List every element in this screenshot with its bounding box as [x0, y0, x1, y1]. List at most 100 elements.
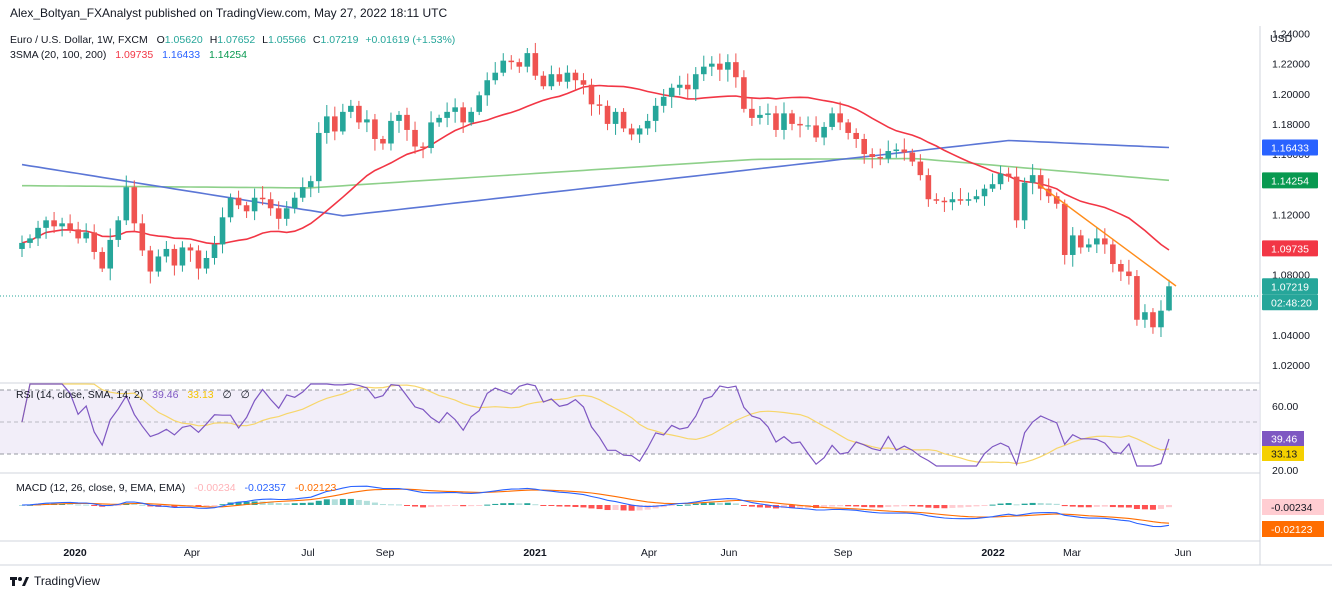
macd-bar	[379, 504, 386, 506]
candle-body	[299, 187, 306, 198]
macd-bar	[861, 505, 868, 508]
candle-body	[1142, 312, 1148, 320]
sma200-line	[22, 157, 1170, 189]
macd-bar	[644, 505, 651, 510]
price-tag: 1.16433	[1262, 139, 1318, 156]
macd-bar	[989, 504, 996, 506]
macd-bar	[1045, 503, 1052, 505]
candle-body	[187, 247, 194, 251]
macd-bar	[243, 501, 250, 505]
macd-bar	[1109, 505, 1116, 508]
macd-bar	[564, 505, 571, 507]
candle-body	[741, 77, 747, 109]
candle-body	[845, 122, 851, 133]
price-tick: 1.12000	[1272, 209, 1310, 221]
macd-bar	[853, 505, 860, 507]
candle-body	[51, 220, 57, 227]
macd-bar	[620, 505, 627, 511]
svg-text:1.14254: 1.14254	[1271, 175, 1309, 187]
candle-body	[59, 223, 65, 227]
macd-bar	[949, 505, 956, 508]
candle-body	[211, 244, 218, 258]
macd-bar	[476, 505, 483, 506]
time-tick: 2021	[523, 547, 547, 559]
sma100-value: 1.16433	[162, 49, 200, 61]
macd-bar	[444, 505, 451, 507]
macd-bar	[395, 504, 402, 506]
currency-label: USD	[1270, 33, 1293, 45]
time-tick: 2020	[63, 547, 87, 559]
macd-bar	[508, 503, 515, 505]
candle-body	[572, 72, 579, 81]
macd-line-value: -0.02357	[245, 482, 287, 494]
macd-bar	[436, 505, 443, 507]
candle-body	[652, 105, 659, 121]
candle-body	[203, 257, 210, 269]
macd-bar	[1021, 503, 1028, 505]
candle-body	[556, 74, 563, 82]
candle-body	[444, 111, 450, 118]
candle-body	[171, 248, 178, 266]
candle-body	[508, 60, 515, 63]
candle-body	[636, 128, 643, 135]
candle-body	[797, 123, 803, 126]
candle-body	[1110, 244, 1116, 265]
macd-bar	[548, 505, 555, 506]
macd-bar	[452, 505, 459, 506]
price-tick: 1.02000	[1272, 360, 1310, 372]
macd-bar	[885, 505, 892, 508]
candle-body	[468, 111, 474, 123]
candle-body	[1077, 235, 1084, 248]
candle-body	[596, 104, 603, 106]
macd-bar	[893, 505, 900, 507]
sma200-value: 1.14254	[209, 49, 247, 61]
candle-body	[291, 197, 298, 209]
macd-bar	[1117, 505, 1124, 508]
candle-body	[1013, 176, 1020, 221]
candle-body	[348, 105, 354, 112]
candle-body	[829, 113, 835, 127]
candle-body	[412, 129, 418, 147]
candle-body	[404, 114, 410, 130]
candle-body	[43, 220, 49, 228]
macd-bar	[580, 505, 587, 508]
candle-body	[275, 208, 282, 219]
candle-body	[484, 80, 491, 96]
macd-bar	[131, 503, 138, 505]
candle-body	[925, 175, 932, 200]
candle-body	[1094, 238, 1100, 245]
macd-bar	[67, 503, 74, 505]
candle-body	[757, 114, 763, 118]
macd-tags: -0.00234 -0.02123	[1262, 499, 1324, 537]
macd-bar	[1157, 505, 1164, 509]
macd-bar	[347, 498, 354, 505]
candle-body	[692, 74, 699, 90]
macd-bar	[829, 505, 836, 507]
macd-legend-label: MACD (12, 26, close, 9, EMA, EMA)	[16, 482, 185, 494]
macd-bar	[1029, 502, 1036, 505]
candle-body	[179, 247, 186, 266]
candle-body	[1118, 264, 1124, 272]
price-tick: 1.20000	[1272, 89, 1310, 101]
macd-bar	[965, 505, 972, 508]
candle-body	[668, 87, 675, 97]
rsi-axis: 60.00 20.00 39.46 33.13	[1262, 401, 1304, 477]
price-axis: 1.240001.220001.200001.180001.160001.140…	[1272, 29, 1310, 372]
candle-body	[323, 116, 330, 133]
footer[interactable]: TradingView	[10, 574, 100, 588]
rsi-tag: 39.46	[1262, 431, 1304, 446]
candle-body	[965, 199, 972, 201]
sma100-line	[21, 139, 1170, 217]
macd-bar	[1085, 505, 1092, 508]
macd-bar	[412, 505, 419, 507]
candle-body	[83, 232, 89, 239]
rsi-ma-value: 33.13	[187, 389, 213, 401]
macd-bar	[1141, 505, 1148, 510]
macd-bar	[1101, 505, 1108, 507]
candle-body	[372, 119, 378, 139]
candle-body	[251, 197, 258, 212]
macd-bar	[909, 505, 916, 507]
candle-body	[492, 72, 499, 81]
macd-bar	[171, 505, 178, 508]
